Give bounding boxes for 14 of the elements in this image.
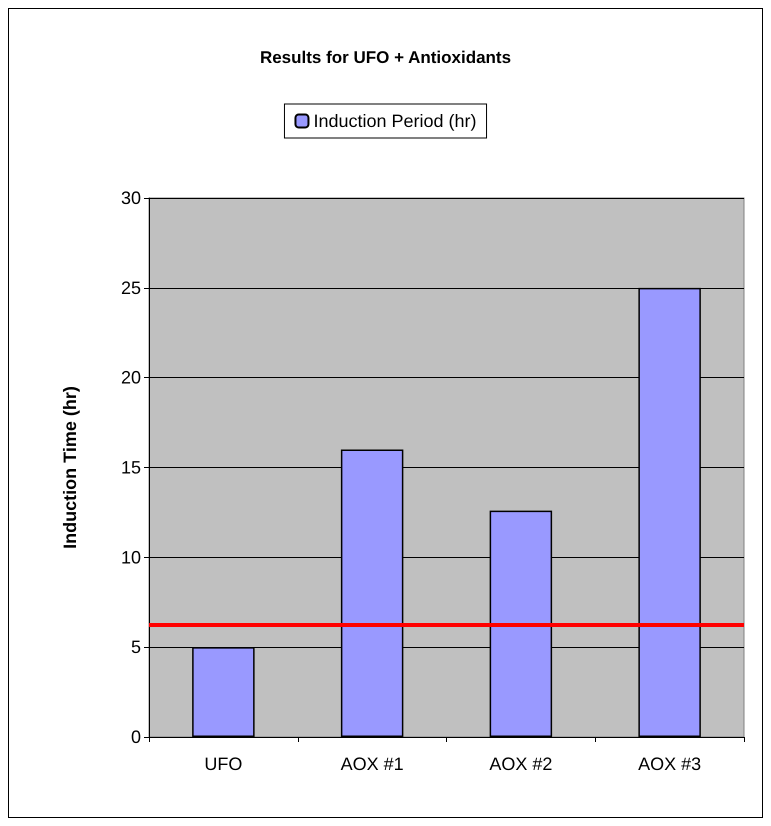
y-tick-label: 0 <box>130 727 141 747</box>
x-tick-label: AOX #1 <box>340 754 404 774</box>
x-tick-label: UFO <box>204 754 242 774</box>
y-tick-label: 15 <box>120 458 141 478</box>
y-tick-label: 20 <box>120 368 141 388</box>
x-tick-label: AOX #3 <box>638 754 702 774</box>
legend-label: Induction Period (hr) <box>313 111 477 131</box>
y-tick-label: 10 <box>120 547 141 568</box>
y-tick-label: 30 <box>120 188 141 208</box>
y-tick-label: 25 <box>120 278 141 298</box>
chart-title: Results for UFO + Antioxidants <box>260 48 512 67</box>
x-tick-label: AOX #2 <box>489 754 552 774</box>
y-tick-label: 5 <box>130 637 141 658</box>
y-axis-title: Induction Time (hr) <box>60 386 80 549</box>
